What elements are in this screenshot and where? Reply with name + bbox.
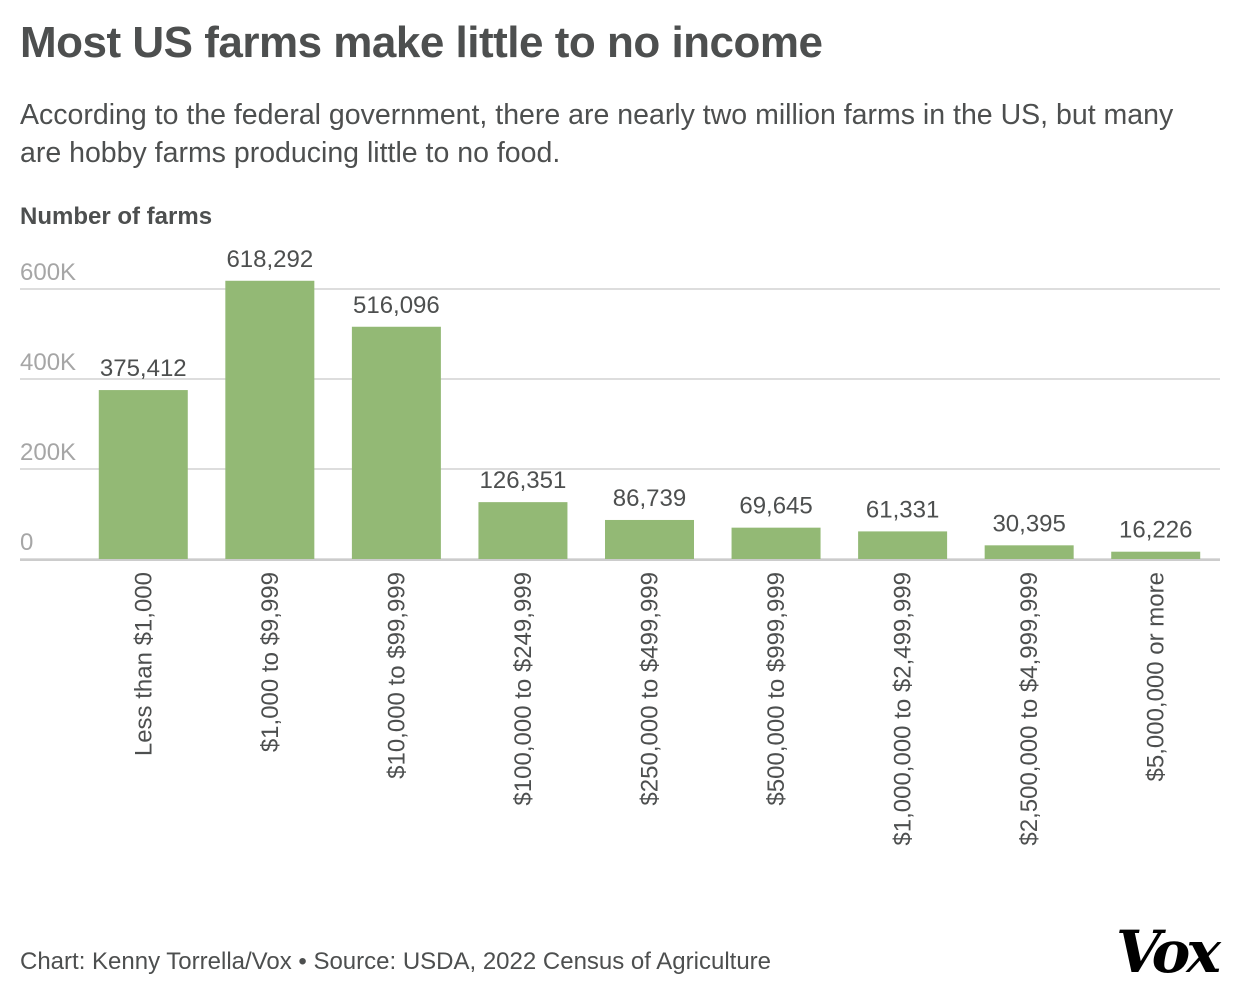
- x-tick-label: Less than $1,000: [130, 572, 157, 756]
- data-label: 61,331: [866, 496, 939, 523]
- bar: [1111, 551, 1201, 559]
- bar: [98, 390, 188, 559]
- bar: [225, 280, 315, 559]
- bar: [351, 326, 441, 559]
- x-tick-label: $500,000 to $999,999: [763, 572, 790, 806]
- bar: [858, 531, 948, 559]
- y-tick-label: 200K: [20, 439, 76, 466]
- data-label: 126,351: [480, 467, 567, 494]
- data-label: 69,645: [739, 493, 812, 520]
- x-tick-label: $1,000 to $9,999: [257, 572, 284, 752]
- bar: [478, 502, 568, 559]
- vox-logo: Vox: [1116, 918, 1221, 986]
- y-tick-label: 0: [20, 529, 33, 556]
- bar: [605, 519, 694, 559]
- x-tick-label: $10,000 to $99,999: [383, 572, 410, 779]
- y-axis-label: Number of farms: [20, 203, 213, 230]
- data-label: 16,226: [1119, 517, 1192, 544]
- data-label: 618,292: [226, 246, 313, 273]
- bar: [984, 545, 1074, 559]
- x-tick-label: $250,000 to $499,999: [637, 572, 664, 806]
- x-tick-label: $100,000 to $249,999: [510, 572, 537, 806]
- x-tick-label: $2,500,000 to $4,999,999: [1016, 572, 1043, 846]
- chart-subtitle: According to the federal government, the…: [20, 99, 1174, 169]
- data-label: 516,096: [353, 292, 440, 319]
- bar: [731, 527, 821, 559]
- bar-chart: 0 200K 400K 600K 375,412 Less than $1,000 618,…: [20, 246, 1220, 846]
- y-tick-label: 400K: [20, 349, 76, 376]
- y-tick-label: 600K: [20, 259, 76, 286]
- data-label: 30,395: [992, 510, 1065, 537]
- data-label: 86,739: [613, 485, 686, 512]
- data-label: 375,412: [100, 355, 187, 382]
- source-credit: Chart: Kenny Torrella/Vox • Source: USDA…: [20, 948, 772, 975]
- x-tick-label: $5,000,000 or more: [1143, 572, 1170, 781]
- x-tick-label: $1,000,000 to $2,499,999: [890, 572, 917, 846]
- chart-title: Most US farms make little to no income: [20, 18, 823, 67]
